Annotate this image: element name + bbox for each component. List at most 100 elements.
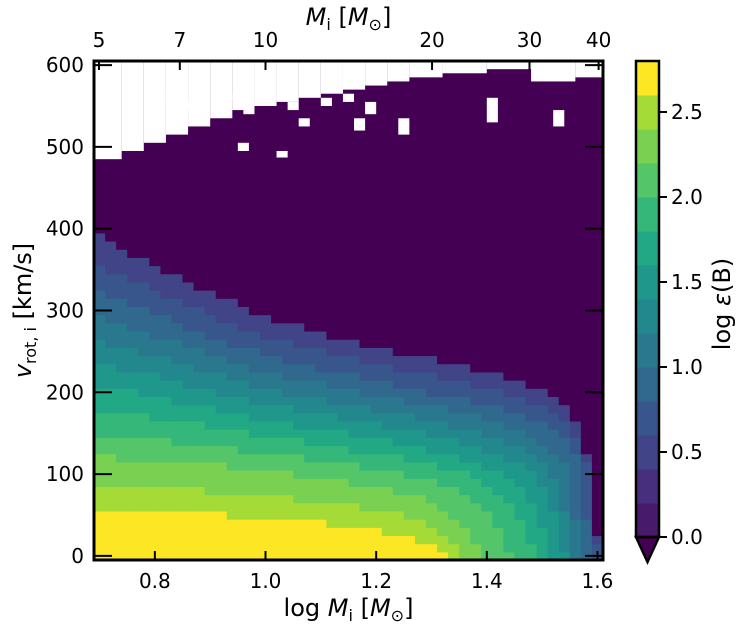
heatmap-cell bbox=[536, 134, 549, 144]
heatmap-cell bbox=[94, 257, 106, 267]
heatmap-cell bbox=[503, 347, 516, 357]
heatmap-cell bbox=[204, 543, 217, 553]
heatmap-cell bbox=[182, 240, 195, 250]
heatmap-cell bbox=[558, 265, 571, 275]
heatmap-cell bbox=[569, 306, 582, 316]
heatmap-cell bbox=[448, 543, 460, 553]
heatmap-cell bbox=[160, 290, 173, 299]
heatmap-cell bbox=[304, 322, 316, 332]
heatmap-cell bbox=[403, 101, 416, 111]
heatmap-cell bbox=[293, 110, 305, 119]
heatmap-cell bbox=[569, 85, 582, 95]
heatmap-cell bbox=[348, 134, 361, 144]
heatmap-cell bbox=[437, 175, 449, 185]
heatmap-cell bbox=[315, 486, 327, 496]
heatmap-cell bbox=[259, 380, 272, 389]
heatmap-cell bbox=[392, 543, 405, 553]
heatmap-cell bbox=[116, 388, 128, 397]
heatmap-cell bbox=[293, 281, 305, 291]
heatmap-cell bbox=[536, 249, 549, 258]
heatmap-cell bbox=[381, 191, 394, 201]
heatmap-cell bbox=[481, 478, 493, 487]
heatmap-cell bbox=[171, 208, 184, 218]
heatmap-cell bbox=[569, 167, 582, 177]
heatmap-cell bbox=[481, 347, 493, 357]
heatmap-cell bbox=[580, 257, 593, 267]
heatmap-cell bbox=[304, 486, 316, 496]
heatmap-cell bbox=[470, 388, 482, 397]
heatmap-cell bbox=[105, 273, 117, 283]
heatmap-cell bbox=[315, 101, 327, 111]
heatmap-cell bbox=[160, 355, 173, 365]
heatmap-cell bbox=[558, 77, 571, 87]
heatmap-cell bbox=[315, 396, 327, 406]
heatmap-cell bbox=[370, 159, 383, 168]
heatmap-cell bbox=[182, 527, 195, 537]
heatmap-cell bbox=[215, 183, 228, 193]
heatmap-cell bbox=[271, 126, 283, 136]
heatmap-cell bbox=[94, 445, 106, 455]
heatmap-cell bbox=[425, 224, 438, 234]
heatmap-cell bbox=[304, 429, 316, 438]
heatmap-cell bbox=[448, 224, 460, 234]
heatmap-cell bbox=[138, 502, 150, 512]
heatmap-cell bbox=[370, 306, 383, 316]
heatmap-cell bbox=[470, 134, 482, 144]
heatmap-cell bbox=[248, 478, 261, 487]
missing-data-cell bbox=[243, 105, 255, 115]
heatmap-cell bbox=[315, 265, 327, 275]
heatmap-cell bbox=[437, 249, 449, 258]
heatmap-cell bbox=[94, 273, 106, 283]
heatmap-cell bbox=[414, 240, 427, 250]
heatmap-cell bbox=[580, 404, 593, 414]
heatmap-cell bbox=[237, 265, 250, 275]
heatmap-cell bbox=[359, 445, 372, 455]
heatmap-cell bbox=[282, 355, 294, 365]
heatmap-cell bbox=[182, 150, 195, 160]
heatmap-cell bbox=[492, 240, 505, 250]
heatmap-cell bbox=[149, 232, 161, 242]
heatmap-cell bbox=[315, 461, 327, 471]
heatmap-cell bbox=[437, 118, 449, 128]
heatmap-cell bbox=[105, 298, 117, 308]
colorbar-segment bbox=[636, 95, 659, 130]
heatmap-cell bbox=[259, 494, 272, 504]
heatmap-cell bbox=[481, 502, 493, 512]
colorbar-tick-label: 0.5 bbox=[671, 440, 703, 464]
heatmap-cell bbox=[459, 240, 471, 250]
heatmap-cell bbox=[370, 257, 383, 267]
heatmap-cell bbox=[470, 551, 482, 561]
heatmap-cell bbox=[315, 380, 327, 389]
heatmap-cell bbox=[558, 85, 571, 95]
heatmap-cell bbox=[414, 290, 427, 299]
heatmap-cell bbox=[271, 208, 283, 218]
missing-data-cell bbox=[298, 118, 310, 127]
colorbar-segment bbox=[636, 129, 659, 164]
heatmap-cell bbox=[359, 371, 372, 381]
heatmap-cell bbox=[127, 339, 139, 348]
heatmap-cell bbox=[171, 265, 184, 275]
heatmap-cell bbox=[315, 510, 327, 520]
heatmap-cell bbox=[492, 142, 505, 152]
heatmap-cell bbox=[392, 150, 405, 160]
heatmap-cell bbox=[282, 494, 294, 504]
heatmap-cell bbox=[171, 429, 184, 438]
heatmap-cell bbox=[226, 167, 239, 177]
heatmap-cell bbox=[315, 420, 327, 430]
heatmap-cell bbox=[580, 150, 593, 160]
heatmap-cell bbox=[492, 339, 505, 348]
heatmap-cell bbox=[514, 224, 527, 234]
heatmap-cell bbox=[481, 314, 493, 324]
heatmap-cell bbox=[470, 93, 482, 103]
heatmap-cell bbox=[392, 355, 405, 365]
heatmap-cell bbox=[558, 527, 571, 537]
heatmap-cell bbox=[525, 470, 538, 479]
heatmap-cell bbox=[392, 224, 405, 234]
heatmap-cell bbox=[171, 232, 184, 242]
heatmap-cell bbox=[558, 478, 571, 487]
heatmap-cell bbox=[282, 208, 294, 218]
heatmap-cell bbox=[591, 527, 604, 537]
heatmap-cell bbox=[304, 110, 316, 119]
heatmap-cell bbox=[536, 240, 549, 250]
heatmap-cell bbox=[193, 478, 206, 487]
